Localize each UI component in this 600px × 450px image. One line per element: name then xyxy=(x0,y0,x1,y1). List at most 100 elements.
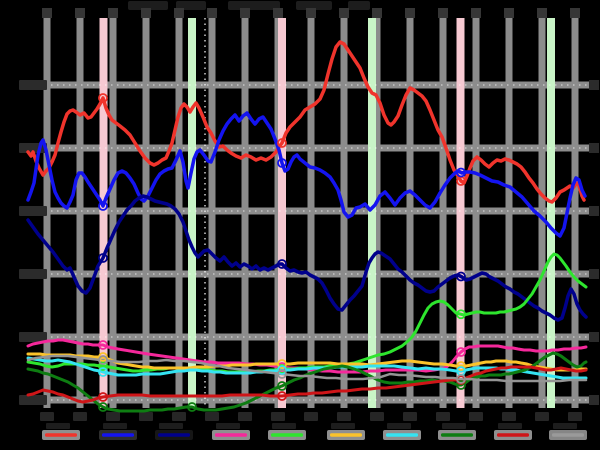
legend-label-smudge xyxy=(216,423,240,429)
right-ticklabel-smudge xyxy=(589,80,599,90)
event-band xyxy=(368,18,376,408)
event-marker-green xyxy=(456,309,466,320)
legend-item-dark-red xyxy=(494,423,532,440)
event-band-layer xyxy=(99,18,555,408)
top-ticklabel-smudge xyxy=(174,8,184,18)
left-ticklabel-smudge xyxy=(19,80,47,90)
legend-color-dash xyxy=(271,433,303,437)
right-ticklabel-smudge xyxy=(589,143,599,153)
event-marker-navy xyxy=(98,253,108,263)
event-marker-dark-green xyxy=(187,402,197,412)
event-band xyxy=(278,18,286,408)
bottom-ticklabel-smudge xyxy=(403,412,417,421)
top-ticklabel-smudge xyxy=(306,8,316,18)
top-ticklabel-smudge xyxy=(207,8,217,18)
bottom-ticklabel-smudge xyxy=(106,412,120,421)
legend-color-dash xyxy=(45,433,77,437)
top-ticklabel-smudge xyxy=(570,8,580,18)
title-smudge xyxy=(128,1,168,10)
bottom-ticklabel-smudge xyxy=(139,412,153,421)
event-marker-magenta xyxy=(456,347,466,357)
marker-layer xyxy=(98,93,466,412)
right-ticklabel-smudge xyxy=(589,269,599,279)
series-line-dark-green xyxy=(26,351,588,413)
top-ticklabel-smudge xyxy=(273,8,283,18)
legend-color-dash xyxy=(497,433,529,437)
legend-label-smudge xyxy=(442,423,466,429)
bottom-ticklabel-smudge xyxy=(568,412,582,421)
event-marker-blue xyxy=(277,158,287,168)
legend-label-smudge xyxy=(498,423,522,429)
legend-item-dark-green xyxy=(438,423,476,440)
bottom-ticklabel-smudge xyxy=(370,412,384,421)
label-smudge-layer xyxy=(19,1,599,421)
event-marker-dark-green xyxy=(98,402,108,412)
series-line-navy xyxy=(26,194,588,322)
dotted-grid-layer xyxy=(27,18,587,408)
legend-label-smudge xyxy=(331,423,355,429)
title-smudge xyxy=(348,1,370,10)
event-marker-blue xyxy=(456,167,466,178)
series-line-gray xyxy=(26,354,588,383)
legend-color-dash xyxy=(552,433,584,437)
bottom-ticklabel-smudge xyxy=(238,412,252,421)
title-smudge xyxy=(176,1,206,10)
event-marker-orange xyxy=(456,361,466,371)
event-marker-dark-green xyxy=(456,380,466,390)
title-smudge xyxy=(228,1,280,10)
event-marker-gray xyxy=(277,369,287,379)
legend-item-cyan xyxy=(383,423,421,440)
top-ticklabel-smudge xyxy=(240,8,250,18)
series-layer xyxy=(26,40,588,413)
bottom-ticklabel-smudge xyxy=(502,412,516,421)
legend-item-gray xyxy=(549,423,587,440)
event-marker-gray xyxy=(456,374,466,384)
legend-item-navy xyxy=(155,423,193,440)
legend-color-dash xyxy=(330,433,362,437)
top-ticklabel-smudge xyxy=(537,8,547,18)
left-ticklabel-smudge xyxy=(19,269,47,279)
event-marker-orange xyxy=(98,352,108,362)
event-marker-green xyxy=(98,361,108,371)
top-ticklabel-smudge xyxy=(471,8,481,18)
top-ticklabel-smudge xyxy=(75,8,85,18)
left-ticklabel-smudge xyxy=(19,395,47,405)
top-ticklabel-smudge xyxy=(504,8,514,18)
event-marker-orange xyxy=(277,359,287,369)
legend-label-smudge xyxy=(272,423,296,429)
bottom-ticklabel-smudge xyxy=(304,412,318,421)
event-marker-red xyxy=(98,93,108,103)
bottom-ticklabel-smudge xyxy=(337,412,351,421)
top-ticklabel-smudge xyxy=(372,8,382,18)
series-line-red xyxy=(26,40,586,204)
title-smudge xyxy=(296,1,332,10)
legend-label-smudge xyxy=(103,423,127,429)
legend-item-magenta xyxy=(212,423,250,440)
bottom-ticklabel-smudge xyxy=(205,412,219,421)
bottom-ticklabel-smudge xyxy=(40,412,54,421)
bottom-ticklabel-smudge xyxy=(73,412,87,421)
legend-item-orange xyxy=(327,423,365,440)
top-ticklabel-smudge xyxy=(141,8,151,18)
legend-color-dash xyxy=(441,433,473,437)
bottom-ticklabel-smudge xyxy=(535,412,549,421)
legend-item-blue xyxy=(99,423,137,440)
event-band xyxy=(456,18,465,408)
legend-color-dash xyxy=(386,433,418,437)
legend-item-red xyxy=(42,423,80,440)
top-ticklabel-smudge xyxy=(42,8,52,18)
event-marker-cyan xyxy=(98,367,108,377)
event-band xyxy=(188,18,196,408)
event-band xyxy=(99,18,108,408)
event-marker-dark-red xyxy=(277,391,287,401)
legend xyxy=(42,423,587,440)
left-ticklabel-smudge xyxy=(19,332,47,342)
legend-color-dash xyxy=(158,433,190,437)
event-marker-gray xyxy=(98,355,108,365)
legend-color-dash xyxy=(102,433,134,437)
series-line-blue xyxy=(26,111,587,238)
event-marker-cyan xyxy=(277,365,287,375)
right-ticklabel-smudge xyxy=(589,206,599,216)
legend-label-smudge xyxy=(159,423,183,429)
